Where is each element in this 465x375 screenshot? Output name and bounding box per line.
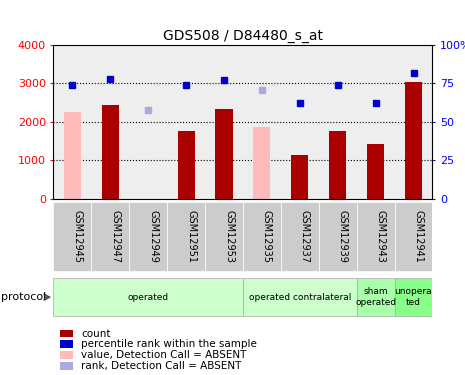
Text: GSM12937: GSM12937 bbox=[300, 210, 310, 263]
Text: operated contralateral: operated contralateral bbox=[249, 293, 351, 302]
Bar bbox=[53, 45, 91, 199]
Bar bbox=[394, 202, 432, 271]
Bar bbox=[329, 132, 346, 199]
Bar bbox=[253, 127, 271, 199]
Bar bbox=[405, 82, 422, 199]
Bar bbox=[243, 278, 357, 316]
Bar bbox=[243, 202, 281, 271]
Bar bbox=[53, 202, 91, 271]
Bar bbox=[60, 330, 73, 338]
Text: count: count bbox=[81, 328, 111, 339]
Bar bbox=[319, 45, 357, 199]
Bar bbox=[394, 278, 432, 316]
Text: GSM12939: GSM12939 bbox=[338, 210, 348, 262]
Bar bbox=[53, 278, 243, 316]
Title: GDS508 / D84480_s_at: GDS508 / D84480_s_at bbox=[163, 28, 323, 43]
Text: percentile rank within the sample: percentile rank within the sample bbox=[81, 339, 257, 349]
Text: protocol: protocol bbox=[1, 292, 47, 302]
Bar bbox=[243, 45, 281, 199]
Bar bbox=[102, 105, 119, 199]
Bar bbox=[291, 155, 308, 199]
Text: GSM12943: GSM12943 bbox=[376, 210, 385, 262]
Bar bbox=[64, 112, 81, 199]
Text: GSM12947: GSM12947 bbox=[110, 210, 120, 263]
Text: unopera
ted: unopera ted bbox=[395, 288, 432, 307]
Bar bbox=[91, 45, 129, 199]
Text: rank, Detection Call = ABSENT: rank, Detection Call = ABSENT bbox=[81, 361, 241, 371]
Bar bbox=[367, 144, 384, 199]
Bar bbox=[357, 45, 394, 199]
Bar bbox=[167, 202, 205, 271]
Text: GSM12935: GSM12935 bbox=[262, 210, 272, 263]
Bar bbox=[319, 202, 357, 271]
Bar bbox=[178, 132, 195, 199]
Bar bbox=[167, 45, 205, 199]
Bar bbox=[60, 340, 73, 348]
Bar bbox=[91, 202, 129, 271]
Text: operated: operated bbox=[128, 293, 169, 302]
Text: GSM12941: GSM12941 bbox=[413, 210, 424, 262]
Text: GSM12949: GSM12949 bbox=[148, 210, 158, 262]
Bar bbox=[281, 202, 319, 271]
Bar bbox=[129, 45, 167, 199]
Text: GSM12951: GSM12951 bbox=[186, 210, 196, 263]
Bar bbox=[205, 45, 243, 199]
Bar bbox=[60, 362, 73, 370]
Bar bbox=[129, 202, 167, 271]
Bar bbox=[357, 278, 394, 316]
Text: GSM12945: GSM12945 bbox=[73, 210, 82, 263]
Text: value, Detection Call = ABSENT: value, Detection Call = ABSENT bbox=[81, 350, 246, 360]
Bar bbox=[394, 45, 432, 199]
Text: sham
operated: sham operated bbox=[355, 288, 396, 307]
Bar bbox=[215, 109, 232, 199]
Bar bbox=[281, 45, 319, 199]
Bar bbox=[205, 202, 243, 271]
Text: GSM12953: GSM12953 bbox=[224, 210, 234, 263]
Bar bbox=[357, 202, 394, 271]
Bar bbox=[60, 351, 73, 359]
